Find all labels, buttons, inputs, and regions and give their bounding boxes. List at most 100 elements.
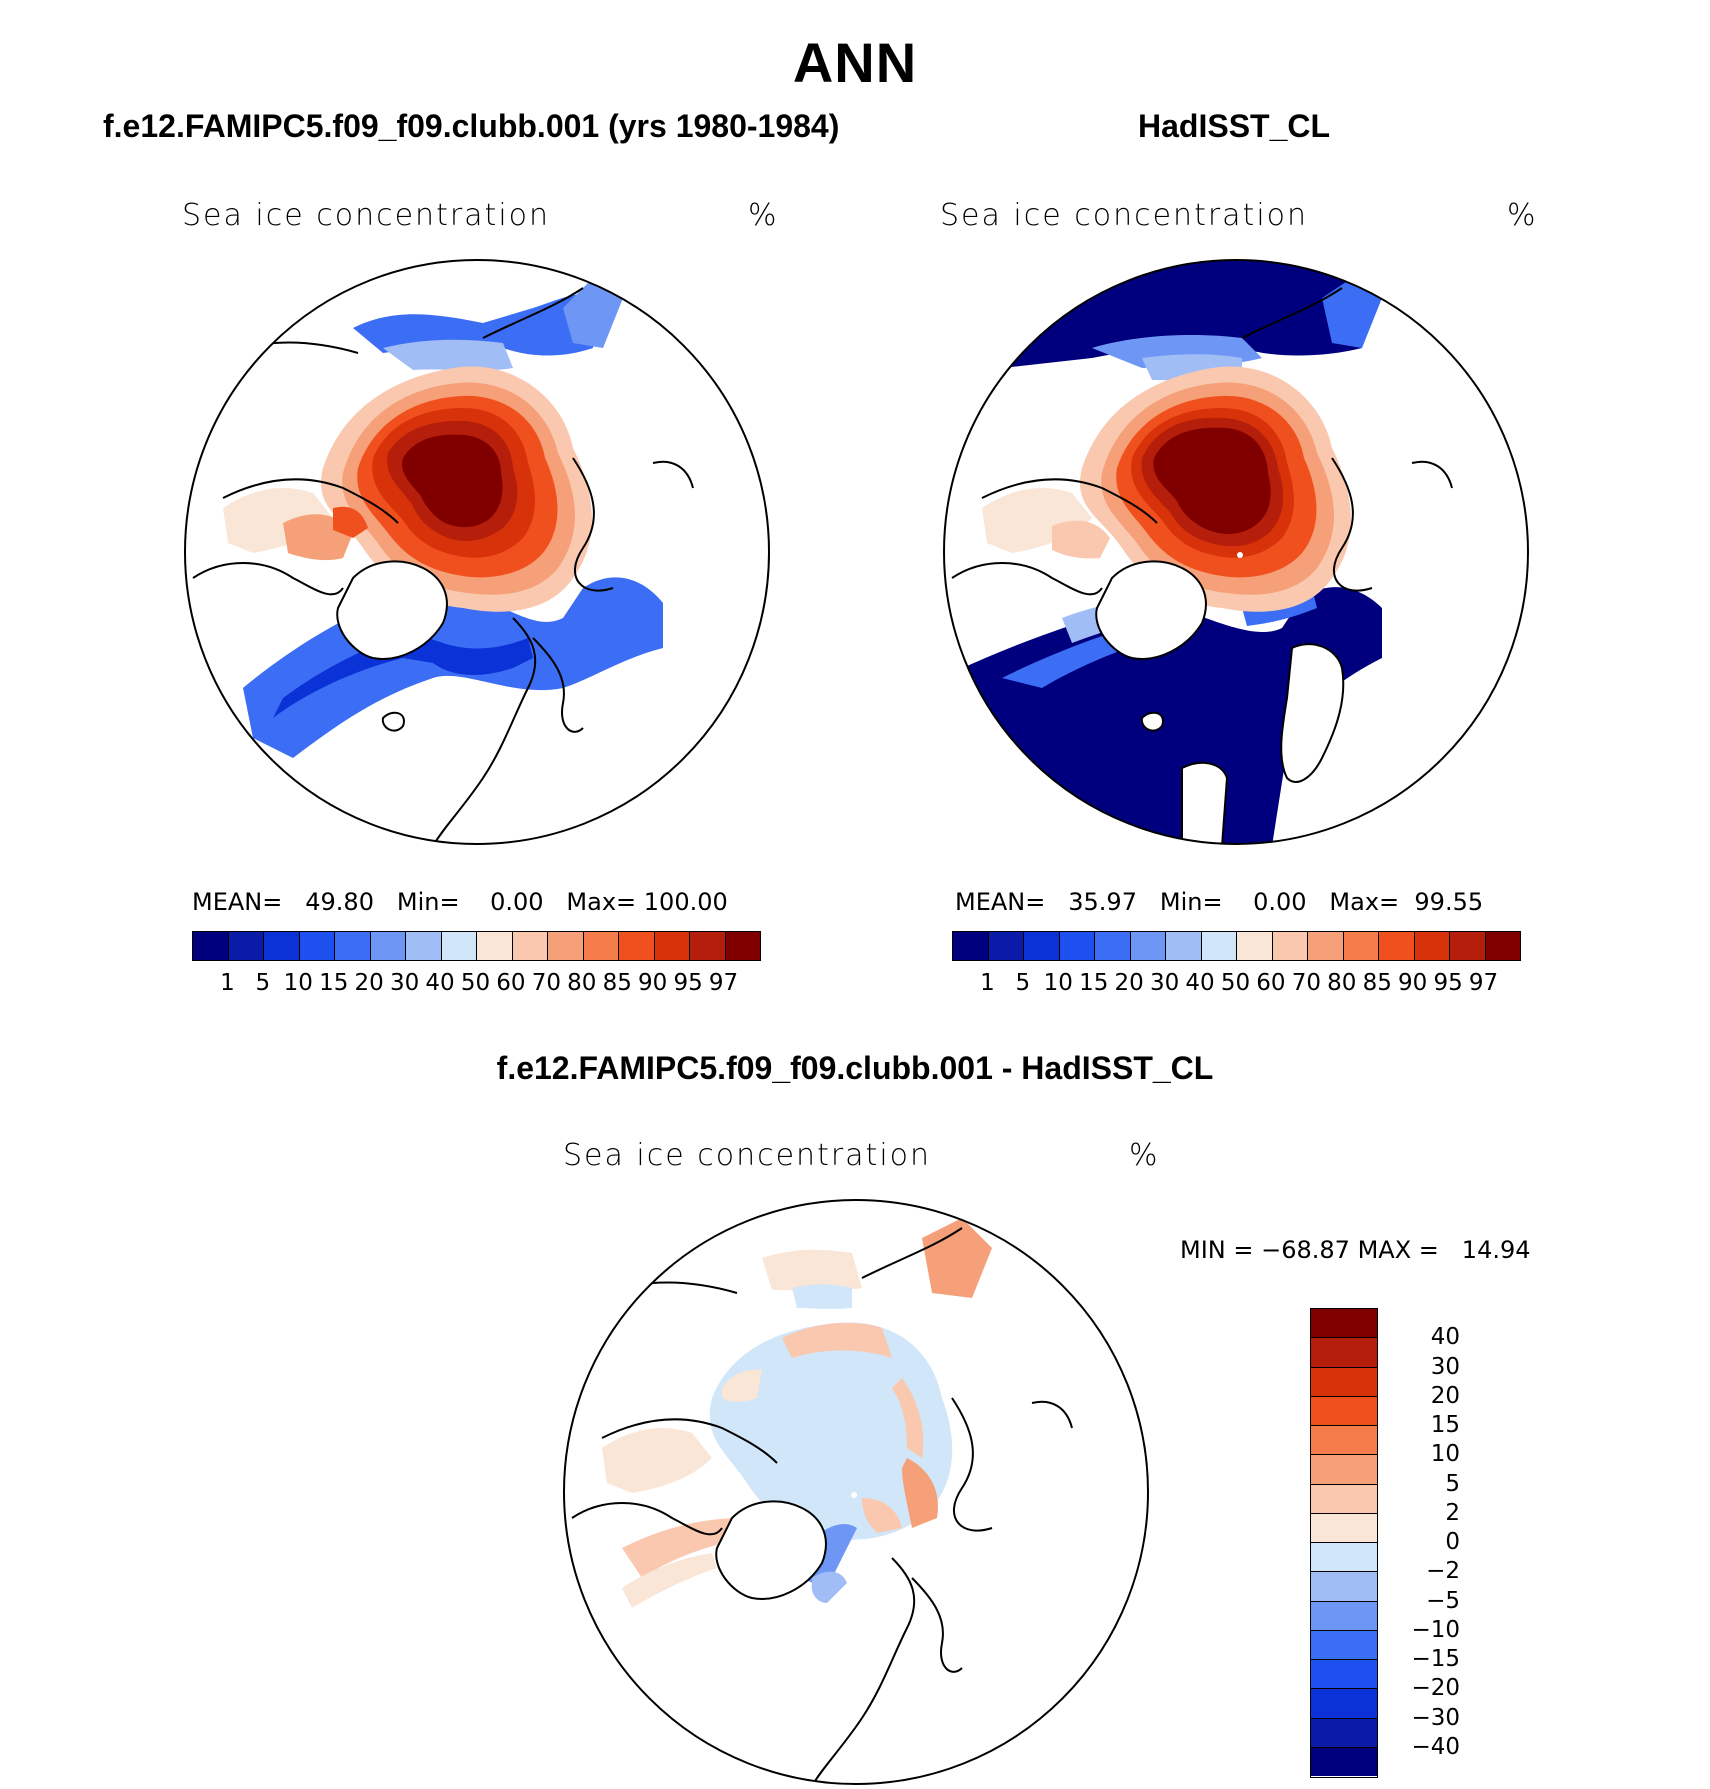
panel3-colorbar-tick-label: 2	[1445, 1499, 1460, 1526]
panel2-colorbar-box	[1450, 932, 1486, 960]
panel2-colorbar-box	[1308, 932, 1344, 960]
panel2-colorbar-tick-label: 95	[1433, 970, 1463, 996]
panel2-colorbar-box	[1059, 932, 1095, 960]
panel1-colorbar-box	[335, 932, 371, 960]
panel2-variable-label: Sea ice concentration	[940, 198, 1309, 233]
panel3-colorbar-box	[1311, 1660, 1377, 1690]
panel2-stats: MEAN= 35.97 Min= 0.00 Max= 99.55	[955, 888, 1483, 916]
panel1-colorbar-tick-label: 80	[567, 970, 597, 996]
panel2-colorbar-tick-label: 60	[1256, 970, 1286, 996]
panel1-colorbar-tick-label: 15	[319, 970, 349, 996]
panel1-min-value: 0.00	[490, 888, 544, 916]
panel2-colorbar-box	[1272, 932, 1308, 960]
panel3-colorbar-tick-label: 5	[1445, 1470, 1460, 1497]
panel1-colorbar-labels: 1 5 10 15 20 30 40 50 60 70 80 85 90 95 97	[192, 970, 759, 1000]
panel3-min-value: −68.87	[1261, 1236, 1350, 1264]
panel1-colorbar-tick-label: 20	[354, 970, 384, 996]
panel1-min-label: Min=	[396, 888, 460, 916]
panel3-colorbar-tick-label: −20	[1411, 1675, 1460, 1702]
panel3-title: f.e12.FAMIPC5.f09_f09.clubb.001 - HadISS…	[496, 1050, 1214, 1086]
panel1-mean-value: 49.80	[305, 888, 374, 916]
panel1-map	[184, 259, 770, 845]
panel3-colorbar-box	[1311, 1396, 1377, 1426]
panel3-colorbar-box	[1311, 1689, 1377, 1719]
panel2-colorbar-tick-label: 10	[1043, 970, 1073, 996]
panel2-colorbar-tick-label: 1	[980, 970, 995, 996]
panel2-colorbar-tick-label: 85	[1362, 970, 1392, 996]
panel2-colorbar-box	[1130, 932, 1166, 960]
panel2-colorbar-labels: 1 5 10 15 20 30 40 50 60 70 80 85 90 95 97	[952, 970, 1519, 1000]
panel2-colorbar-box	[1024, 932, 1060, 960]
panel3-colorbar-box	[1311, 1455, 1377, 1485]
panel1-colorbar-tick-label: 50	[460, 970, 491, 996]
panel3-colorbar-labels: 40 30 20 15 10 5 2 0 −2 −5 −10 −15 −20 −30 −40	[1380, 1308, 1460, 1776]
panel2-units-label: %	[1507, 198, 1538, 233]
panel3-colorbar-box	[1311, 1718, 1377, 1748]
panel1-mean-label: MEAN=	[192, 888, 283, 916]
panel1-colorbar-box	[583, 932, 619, 960]
panel1-colorbar-box	[690, 932, 726, 960]
panel3-colorbar-tick-label: −15	[1411, 1646, 1460, 1672]
panel2-colorbar-tick-label: 5	[1015, 970, 1031, 996]
panel3-max-value: 14.94	[1461, 1236, 1531, 1264]
panel3-stats: MIN = −68.87 MAX = 14.94	[1180, 1236, 1531, 1264]
panel3-colorbar-tick-label: −30	[1411, 1704, 1460, 1731]
panel1-variable-label: Sea ice concentration	[182, 198, 551, 233]
panel3-colorbar-tick-label: 0	[1445, 1529, 1460, 1555]
panel2-colorbar-box	[1201, 932, 1237, 960]
main-title: ANN	[792, 31, 918, 94]
panel2-colorbar-box	[953, 932, 989, 960]
panel1-colorbar-tick-label: 60	[496, 970, 526, 996]
panel3-colorbar-tick-label: −40	[1411, 1733, 1460, 1760]
panel2-colorbar-box	[1237, 932, 1273, 960]
panel1-colorbar-box	[441, 932, 477, 960]
panel1-colorbar-tick-label: 95	[673, 970, 703, 996]
panel2-mean-value: 35.97	[1068, 888, 1137, 916]
panel2-colorbar-box	[1485, 932, 1520, 960]
panel1-colorbar	[192, 931, 761, 961]
panel3-colorbar-box	[1311, 1426, 1377, 1456]
panel1-colorbar-box	[512, 932, 548, 960]
panel3-colorbar-box	[1311, 1572, 1377, 1602]
panel2-colorbar-box	[1343, 932, 1379, 960]
panel1-max-value: 100.00	[643, 888, 728, 916]
panel1-colorbar-tick-label: 30	[389, 970, 420, 996]
panel2-min-value: 0.00	[1253, 888, 1307, 916]
panel3-min-label: MIN =	[1180, 1236, 1254, 1264]
panel2-colorbar-tick-label: 97	[1468, 970, 1499, 996]
panel3-colorbar-tick-label: −10	[1411, 1616, 1460, 1643]
panel1-title: f.e12.FAMIPC5.f09_f09.clubb.001 (yrs 198…	[103, 108, 840, 144]
panel3-colorbar	[1310, 1308, 1378, 1778]
panel2-colorbar-box	[1095, 932, 1131, 960]
panel3-colorbar-box	[1311, 1747, 1377, 1776]
panel1-colorbar-box	[228, 932, 264, 960]
panel3-colorbar-tick-label: 15	[1430, 1412, 1460, 1438]
panel2-colorbar-tick-label: 15	[1079, 970, 1109, 996]
panel1-max-label: Max=	[566, 888, 637, 916]
panel1-colorbar-tick-label: 40	[425, 970, 455, 996]
panel1-colorbar-box	[654, 932, 690, 960]
panel2-title: HadISST_CL	[1138, 108, 1331, 144]
panel2-colorbar-tick-label: 30	[1149, 970, 1180, 996]
panel1-colorbar-box	[548, 932, 584, 960]
panel1-colorbar-box	[264, 932, 300, 960]
panel1-colorbar-box	[406, 932, 442, 960]
panel3-colorbar-box	[1311, 1338, 1377, 1368]
panel2-colorbar-tick-label: 80	[1327, 970, 1357, 996]
panel3-colorbar-box	[1311, 1309, 1377, 1339]
panel3-colorbar-box	[1311, 1513, 1377, 1543]
panel1-colorbar-box	[299, 932, 335, 960]
panel3-map	[563, 1199, 1149, 1785]
panel1-units-label: %	[748, 198, 779, 233]
panel3-colorbar-box	[1311, 1630, 1377, 1660]
panel1-colorbar-tick-label: 85	[602, 970, 632, 996]
panel2-max-label: Max=	[1329, 888, 1400, 916]
panel2-colorbar-tick-label: 50	[1220, 970, 1251, 996]
panel2-colorbar-tick-label: 20	[1114, 970, 1144, 996]
panel1-colorbar-tick-label: 5	[255, 970, 271, 996]
panel3-colorbar-tick-label: 30	[1430, 1353, 1460, 1380]
panel2-colorbar-box	[1414, 932, 1450, 960]
panel3-units-label: %	[1129, 1138, 1160, 1173]
panel3-colorbar-box	[1311, 1601, 1377, 1631]
panel2-map	[943, 259, 1529, 845]
